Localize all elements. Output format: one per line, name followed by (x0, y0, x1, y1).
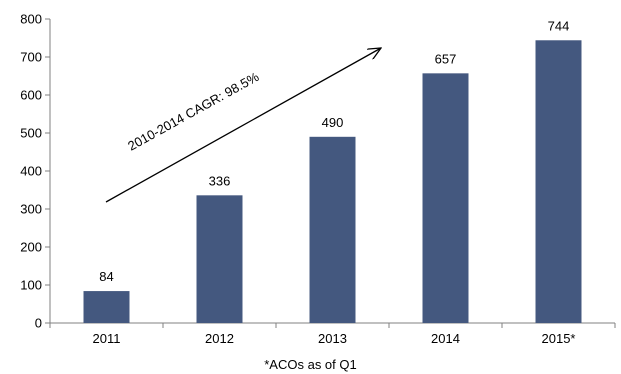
y-tick-label: 600 (20, 88, 42, 103)
bar-2012 (196, 195, 243, 323)
x-axis: 2011 2012 2013 2014 2015* (49, 322, 616, 346)
y-axis: 0 100 200 300 400 500 600 700 800 (20, 12, 51, 331)
y-tick-label: 200 (20, 240, 42, 255)
bar-2011 (83, 291, 130, 323)
data-label: 336 (209, 173, 231, 188)
y-tick-label: 800 (20, 12, 42, 27)
cagr-annotation: 2010-2014 CAGR: 98.5% (125, 69, 262, 154)
x-tick-label: 2013 (318, 331, 347, 346)
bar-2014 (422, 73, 469, 323)
trend-arrow (105, 48, 381, 203)
y-tick-label: 0 (35, 316, 42, 331)
data-label: 657 (435, 51, 457, 66)
bar-2015 (535, 40, 582, 323)
y-tick-label: 500 (20, 126, 42, 141)
data-label: 744 (548, 18, 570, 33)
y-tick-label: 300 (20, 202, 42, 217)
x-tick-label: 2015* (542, 331, 576, 346)
y-tick-label: 700 (20, 50, 42, 65)
footnote: *ACOs as of Q1 (264, 357, 357, 372)
data-labels: 84 336 490 657 744 (99, 18, 569, 284)
y-tick-label: 400 (20, 164, 42, 179)
x-tick-label: 2012 (205, 331, 234, 346)
bars (83, 40, 582, 323)
bar-2013 (309, 136, 356, 323)
data-label: 490 (322, 115, 344, 130)
data-label: 84 (99, 269, 113, 284)
y-tick-label: 100 (20, 278, 42, 293)
x-tick-label: 2011 (93, 331, 121, 346)
x-tick-label: 2014 (431, 331, 460, 346)
